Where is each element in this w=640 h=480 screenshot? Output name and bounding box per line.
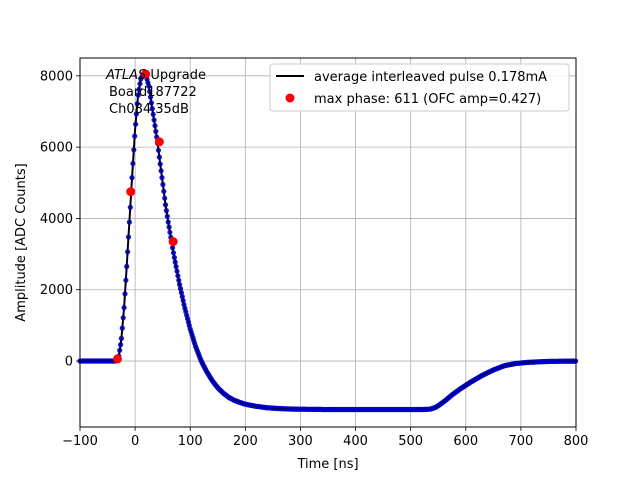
annotation-line-3: Ch084 35dB	[109, 102, 189, 117]
y-tick-label: 4000	[40, 212, 73, 227]
x-tick-label: −100	[62, 434, 98, 449]
annotation-line-1: ATLAS Upgrade	[105, 68, 206, 83]
series-line-average-pulse-overlay	[80, 73, 577, 411]
annotation-line-2: Board187722	[109, 85, 197, 100]
y-tick-label: 2000	[40, 283, 73, 298]
legend-box	[269, 63, 570, 112]
y-tick-label: 6000	[40, 141, 73, 156]
y-axis-label: Amplitude [ADC Counts]	[14, 163, 29, 321]
annotation-upgrade: Upgrade	[146, 68, 206, 83]
x-tick-label: 500	[398, 434, 423, 449]
max-phase-point	[141, 69, 151, 79]
max-phase-point	[154, 137, 164, 147]
axis-ticks: −100 0 100 200 300 400 500 600 700 80002000400060…	[40, 69, 589, 449]
max-phase-point	[126, 187, 136, 197]
max-phase-point	[168, 237, 178, 247]
axes-frame	[79, 57, 577, 428]
x-tick-label: 600	[453, 434, 478, 449]
legend-entry-pulse: average interleaved pulse 0.178mA	[314, 70, 547, 85]
legend-point-swatch	[285, 93, 295, 103]
y-tick-label: 8000	[40, 69, 73, 84]
y-tick-label: 0	[65, 355, 73, 370]
x-tick-label: 200	[233, 434, 258, 449]
atlas-annotation: ATLAS Upgrade Board187722 Ch084 35dB	[105, 68, 206, 117]
legend-entry-max-phase: max phase: 611 (OFC amp=0.427)	[314, 92, 541, 107]
annotation-atlas: ATLAS	[105, 68, 146, 83]
x-tick-label: 100	[178, 434, 203, 449]
x-tick-label: 700	[508, 434, 533, 449]
x-tick-label: 400	[343, 434, 368, 449]
x-tick-label: 300	[288, 434, 313, 449]
legend: average interleaved pulse 0.178mA max ph…	[269, 63, 570, 112]
x-tick-label: 0	[131, 434, 139, 449]
max-phase-point	[112, 354, 122, 364]
x-tick-label: 800	[564, 434, 589, 449]
x-axis-label: Time [ns]	[296, 457, 358, 472]
